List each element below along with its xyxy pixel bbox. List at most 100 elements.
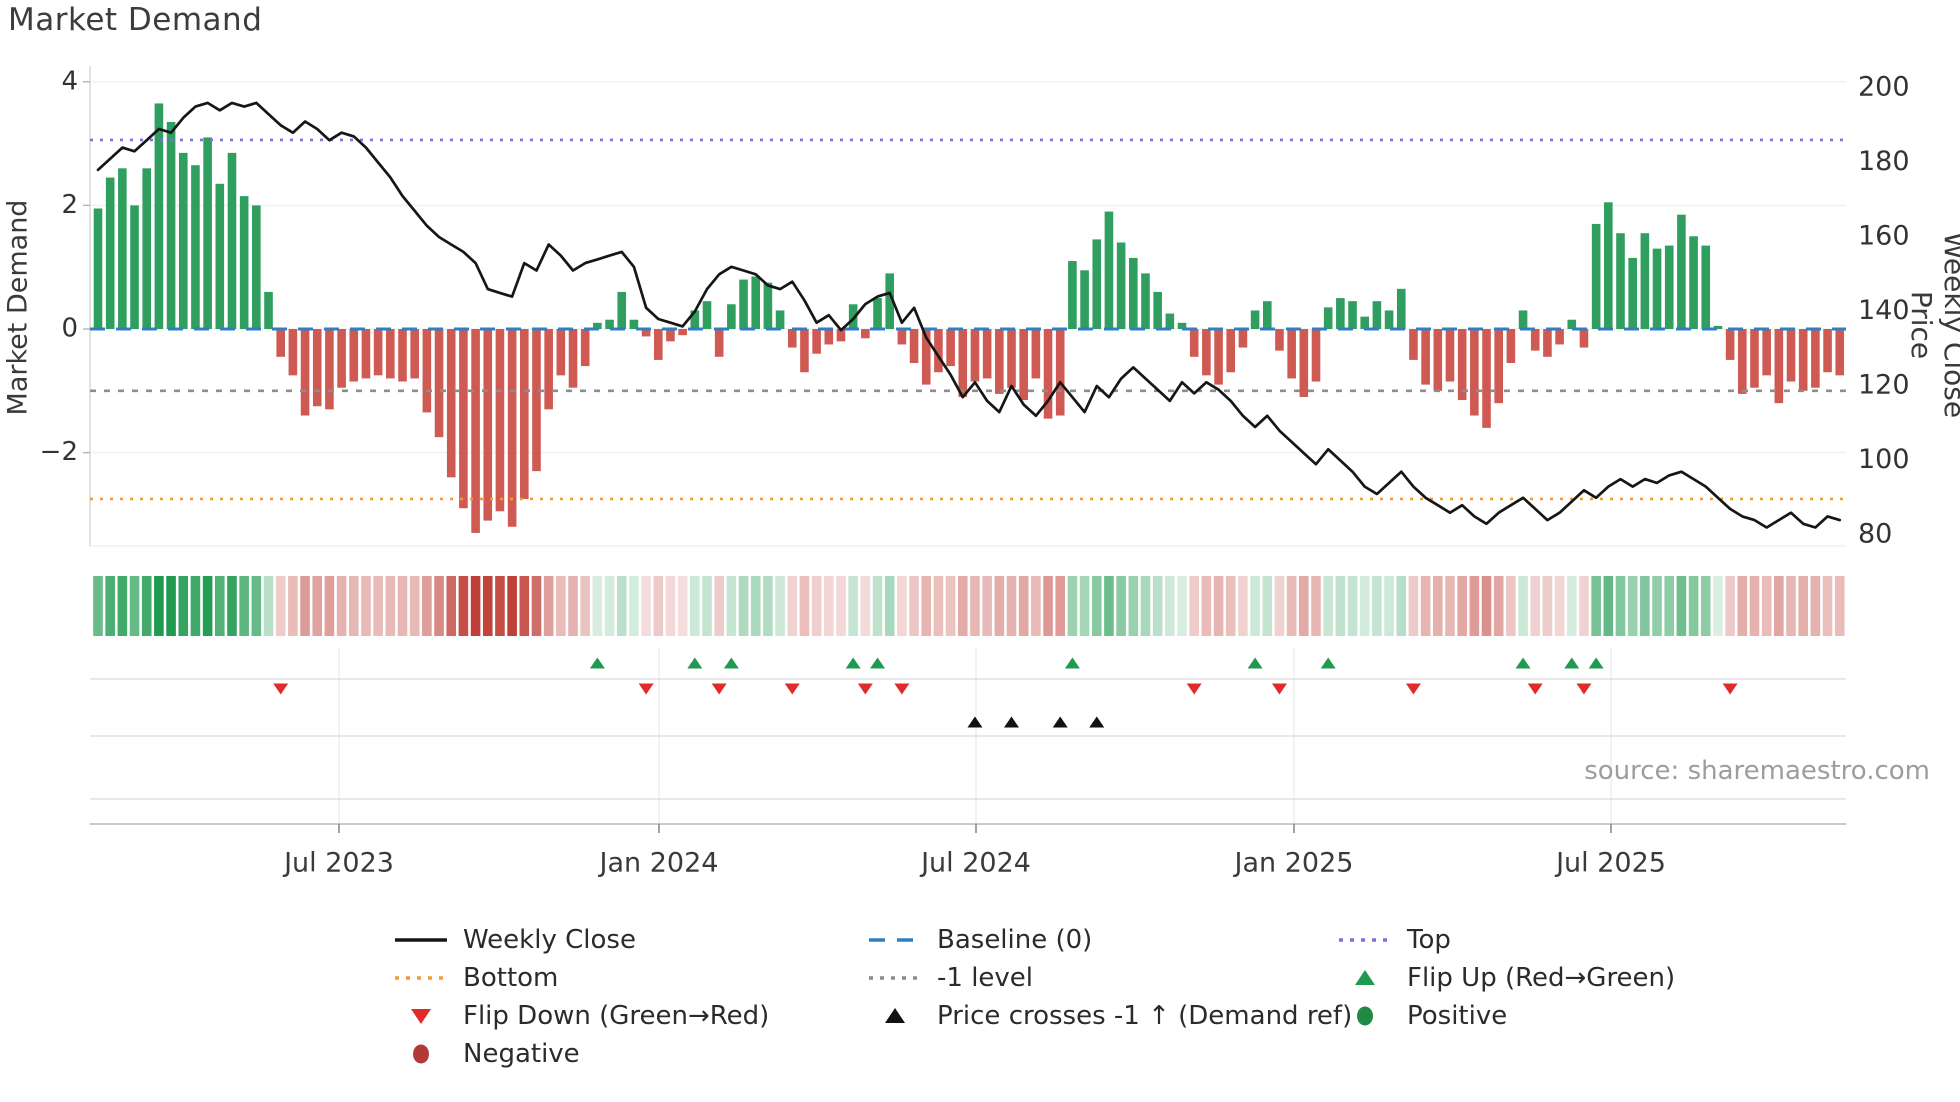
demand-bar bbox=[1165, 313, 1175, 329]
demand-bar bbox=[459, 329, 468, 509]
heatmap-cell bbox=[714, 576, 724, 636]
demand-bar bbox=[653, 329, 663, 360]
heatmap-cell bbox=[1518, 576, 1528, 636]
dot-swatch-icon bbox=[1339, 938, 1391, 942]
demand-bar bbox=[1262, 301, 1272, 329]
demand-heatmap bbox=[93, 576, 1845, 636]
demand-bar bbox=[1055, 329, 1065, 416]
demand-bar bbox=[507, 329, 517, 527]
demand-bar bbox=[446, 329, 456, 478]
heatmap-cell bbox=[1713, 576, 1723, 636]
demand-bar bbox=[422, 329, 432, 413]
demand-bar bbox=[215, 183, 225, 329]
demand-bar bbox=[1080, 270, 1089, 329]
heatmap-cell bbox=[824, 576, 834, 636]
demand-bar bbox=[1701, 245, 1711, 329]
flip-down-marker bbox=[1527, 683, 1543, 695]
legend-item-flip-up-red-green: Flip Up (Red→Green) bbox=[1337, 962, 1675, 994]
demand-bar bbox=[556, 329, 566, 376]
demand-bar bbox=[751, 276, 761, 329]
heatmap-cell bbox=[1652, 576, 1662, 636]
demand-bar bbox=[1555, 329, 1564, 345]
demand-bar bbox=[544, 329, 553, 410]
demand-bar bbox=[118, 168, 127, 329]
heatmap-cell bbox=[117, 576, 128, 636]
heatmap-cell bbox=[1433, 576, 1443, 636]
demand-bar bbox=[1287, 329, 1296, 379]
x-tick-label: Jan 2025 bbox=[1233, 848, 1354, 879]
circle-swatch-icon bbox=[413, 1044, 429, 1064]
demand-bar bbox=[398, 329, 407, 382]
demand-bar bbox=[1348, 301, 1357, 329]
demand-bar bbox=[1311, 329, 1321, 382]
demand-bar bbox=[1250, 310, 1260, 329]
flip-down-marker bbox=[273, 683, 289, 695]
heatmap-cell bbox=[543, 576, 554, 636]
demand-bar bbox=[1068, 261, 1077, 329]
heatmap-cell bbox=[897, 576, 907, 636]
demand-bar bbox=[154, 103, 164, 330]
heatmap-cell bbox=[1006, 576, 1017, 636]
demand-bar bbox=[1591, 223, 1601, 329]
flip-down-marker bbox=[1271, 683, 1287, 695]
demand-bar bbox=[1129, 257, 1138, 329]
source-note: source: sharemaestro.com bbox=[1584, 756, 1930, 786]
demand-bar bbox=[191, 165, 200, 329]
heatmap-cell bbox=[1554, 576, 1565, 636]
tri-up-swatch-icon bbox=[885, 1008, 905, 1023]
demand-bar bbox=[617, 291, 627, 329]
heatmap-cell bbox=[1493, 576, 1504, 636]
heatmap-cell bbox=[1676, 576, 1687, 636]
legend-item-top: Top bbox=[1337, 924, 1451, 956]
legend-item-bottom: Bottom bbox=[393, 962, 558, 994]
reference-lines bbox=[90, 138, 1846, 501]
demand-bar bbox=[641, 329, 651, 337]
heatmap-cell bbox=[1189, 576, 1199, 636]
heatmap-cell bbox=[909, 576, 919, 636]
heatmap-cell bbox=[1737, 576, 1748, 636]
demand-bar bbox=[885, 273, 894, 329]
left-tick-label: 2 bbox=[61, 190, 78, 220]
heatmap-cell bbox=[1615, 576, 1626, 636]
heatmap-cell bbox=[1469, 576, 1480, 636]
demand-bar bbox=[1774, 329, 1784, 404]
heatmap-cell bbox=[227, 576, 237, 636]
demand-bar bbox=[812, 329, 821, 354]
heatmap-cell bbox=[1664, 576, 1675, 636]
demand-bar bbox=[264, 291, 273, 329]
demand-bar bbox=[532, 329, 541, 472]
heatmap-cell bbox=[1128, 576, 1139, 636]
heatmap-cell bbox=[1396, 576, 1407, 636]
heatmap-cell bbox=[251, 576, 262, 636]
demand-bar bbox=[995, 329, 1004, 394]
demand-bar bbox=[337, 329, 346, 388]
heatmap-cell bbox=[1591, 576, 1601, 636]
heatmap-cell bbox=[1311, 576, 1321, 636]
demand-bar bbox=[970, 329, 980, 382]
demand-bar bbox=[1677, 214, 1686, 329]
demand-bar bbox=[873, 298, 882, 329]
flip-down-marker bbox=[784, 683, 800, 695]
legend-item-weekly-close: Weekly Close bbox=[393, 924, 636, 956]
demand-bar bbox=[1336, 298, 1345, 329]
demand-bar bbox=[1786, 329, 1796, 382]
heatmap-cell bbox=[750, 576, 761, 636]
demand-bar bbox=[1798, 329, 1808, 391]
legend-item-positive: Positive bbox=[1337, 1000, 1507, 1032]
heatmap-cell bbox=[568, 576, 578, 636]
legend-item-label: Weekly Close bbox=[463, 925, 636, 955]
heatmap-cell bbox=[434, 576, 444, 636]
heatmap-cell bbox=[592, 576, 603, 636]
heatmap-cell bbox=[884, 576, 895, 636]
heatmap-cell bbox=[665, 576, 676, 636]
heatmap-cell bbox=[921, 576, 932, 636]
demand-bar bbox=[1433, 329, 1443, 391]
heatmap-cell bbox=[1274, 576, 1285, 636]
heatmap-cell bbox=[1238, 576, 1248, 636]
flip-up-marker bbox=[589, 657, 605, 669]
demand-bar bbox=[1823, 329, 1832, 373]
demand-bar bbox=[848, 304, 858, 329]
demand-bar bbox=[1640, 233, 1650, 329]
flip-down-marker bbox=[1186, 683, 1202, 695]
